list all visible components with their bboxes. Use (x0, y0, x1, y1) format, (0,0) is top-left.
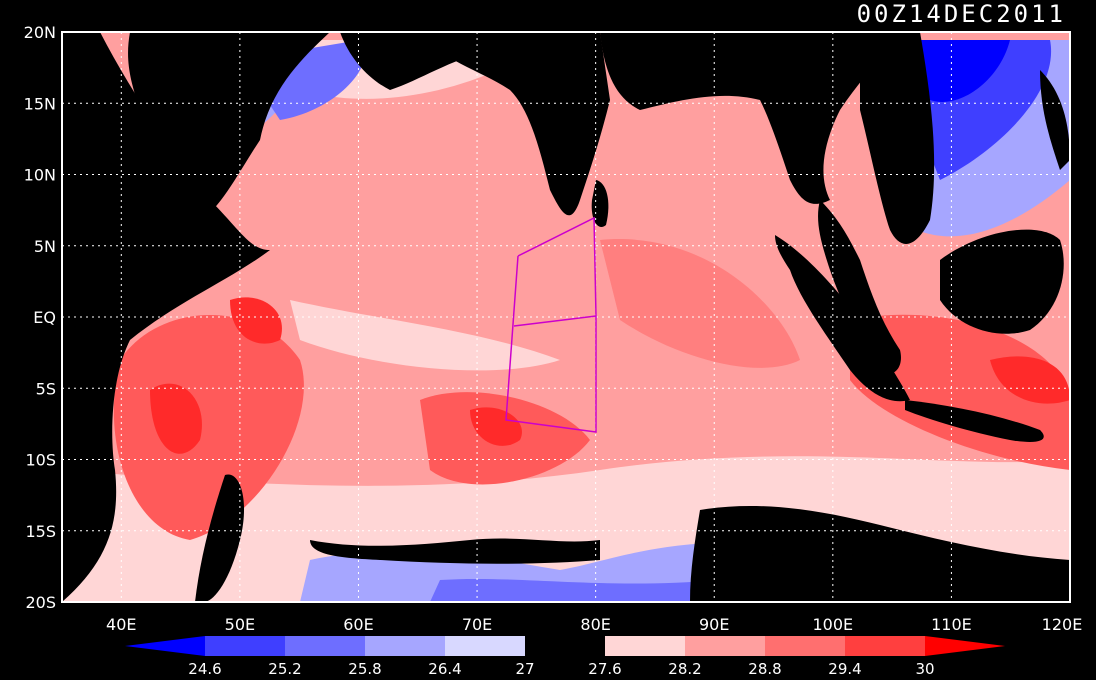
warm-core-indonesia (990, 356, 1070, 404)
study-area-outline (505, 216, 597, 433)
land-africa (62, 32, 270, 602)
study-area-border (505, 216, 597, 433)
latitude-labels: 20N 15N 10N 5N EQ 5S 10S 15S 20S (24, 23, 56, 612)
land-bangladesh-myanmar (600, 32, 900, 204)
colorbar-level-label: 25.8 (348, 660, 381, 678)
warm-pool-west (113, 315, 304, 540)
lat-tick-label: 5S (36, 379, 56, 398)
colorbar-low-arrow (125, 636, 205, 656)
lat-tick-label: 20S (25, 593, 56, 612)
study-area-divider (513, 315, 597, 327)
colorbar-level-label: 24.6 (188, 660, 221, 678)
land-australia (690, 505, 1070, 602)
colorbar-level-label: 28.8 (748, 660, 781, 678)
colorbar-level-label: 29.4 (828, 660, 861, 678)
longitude-labels: 40E 50E 60E 70E 80E 90E 100E 110E 120E (106, 615, 1082, 634)
lon-tick-label: 120E (1042, 615, 1083, 634)
colorbar-segment (365, 636, 445, 656)
warm-core-somali (230, 297, 282, 344)
graticule (62, 32, 1070, 602)
cool-streak-central (290, 300, 560, 371)
colorbar-segment (205, 636, 285, 656)
colorbar-segment (765, 636, 845, 656)
lon-tick-label: 60E (343, 615, 373, 634)
land-java (905, 400, 1044, 442)
land-sumatra (775, 235, 910, 402)
colorbar-high-arrow (925, 636, 1005, 656)
warm-core-west (150, 383, 202, 454)
land-indochina (860, 32, 935, 244)
colorbar-segment (605, 636, 685, 656)
lon-tick-label: 100E (812, 615, 853, 634)
plot-frame (61, 31, 1071, 603)
cold-water-south (430, 578, 760, 602)
colorbar-level-label: 27 (515, 660, 534, 678)
lat-tick-label: 15S (25, 522, 56, 541)
lon-tick-label: 110E (931, 615, 972, 634)
coldest-water-scs (920, 40, 1010, 102)
map-timestamp-title: 00Z14DEC2011 (856, 0, 1066, 28)
lat-tick-label: 20N (24, 23, 56, 42)
lat-tick-label: 10N (24, 166, 56, 185)
colorbar-segment (845, 636, 925, 656)
lat-tick-label: EQ (33, 308, 56, 327)
land-sri-lanka (591, 180, 609, 228)
land-philippines (1040, 70, 1070, 170)
lon-tick-label: 70E (462, 615, 492, 634)
land-borneo (940, 229, 1064, 334)
lat-tick-label: 15N (24, 94, 56, 113)
lat-tick-label: 5N (34, 237, 56, 256)
warm-pool-east (600, 239, 800, 368)
lon-tick-label: 40E (106, 615, 136, 634)
colorbar-segment (445, 636, 525, 656)
colorbar-level-label: 30 (915, 660, 934, 678)
colorbar-level-label: 27.6 (588, 660, 621, 678)
land-arabia (128, 32, 330, 220)
lon-tick-label: 50E (225, 615, 255, 634)
warm-core-central (470, 407, 522, 446)
lon-tick-label: 80E (580, 615, 610, 634)
colorbar-segment (285, 636, 365, 656)
land-india (420, 32, 610, 216)
colorbar-segment (685, 636, 765, 656)
lat-tick-label: 10S (25, 451, 56, 470)
land-mask-south (310, 538, 600, 564)
colorbar-level-label: 28.2 (668, 660, 701, 678)
lon-tick-label: 90E (699, 615, 729, 634)
colorbar-level-label: 25.2 (268, 660, 301, 678)
land-madagascar (195, 474, 245, 602)
land-malay-peninsula (818, 200, 901, 374)
colorbar: 24.6 25.2 25.8 26.4 27 27.6 28.2 28.8 29.4 30 (125, 636, 1005, 678)
colorbar-level-label: 26.4 (428, 660, 461, 678)
colorbar-segment (525, 636, 605, 656)
